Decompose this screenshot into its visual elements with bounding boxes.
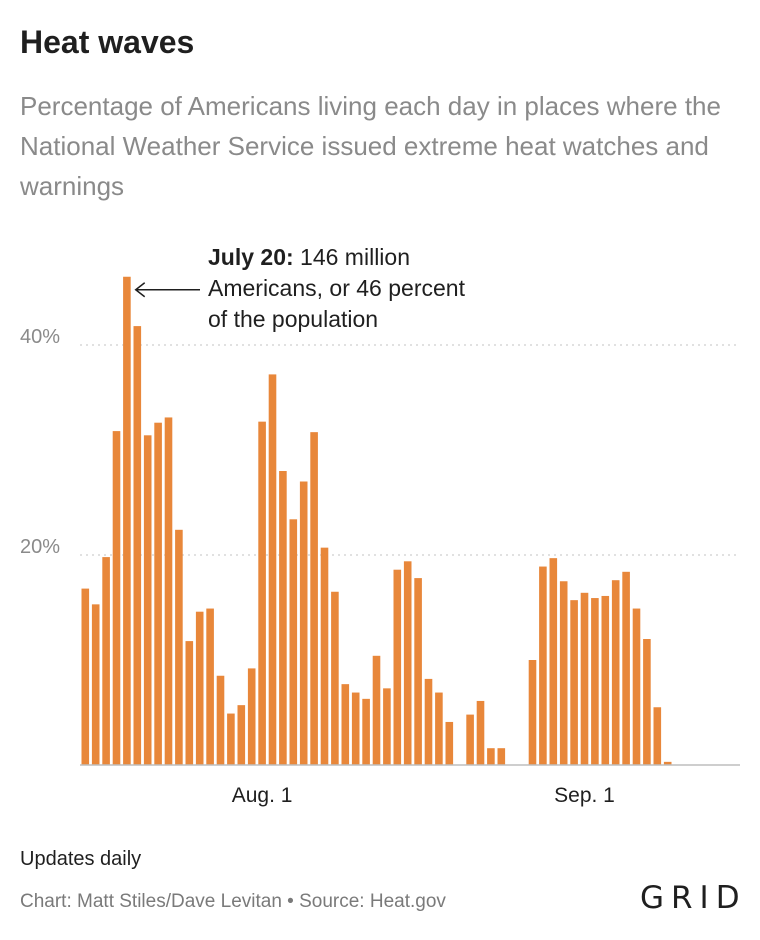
chart-title: Heat waves xyxy=(20,24,195,60)
bar xyxy=(653,707,662,765)
bar xyxy=(528,660,537,765)
bar xyxy=(185,641,194,765)
bar xyxy=(123,276,131,765)
bar xyxy=(487,748,495,765)
bar xyxy=(331,591,339,765)
bar xyxy=(497,748,506,765)
bar xyxy=(580,592,589,765)
x-tick-label: Sep. 1 xyxy=(554,784,615,807)
grid-logo: GRID xyxy=(640,880,747,916)
bar xyxy=(227,713,235,765)
bar xyxy=(372,655,381,765)
bar xyxy=(299,481,308,765)
bar xyxy=(310,432,318,765)
annotation-line: Americans, or 46 percent xyxy=(208,275,466,301)
bars xyxy=(81,276,672,765)
bar xyxy=(435,692,443,765)
bar xyxy=(622,571,630,765)
annotation-arrowhead xyxy=(134,282,146,298)
bar xyxy=(663,761,672,765)
annotation-line: July 20: 146 million xyxy=(208,244,410,270)
bar xyxy=(403,561,412,765)
bar xyxy=(164,417,173,765)
bar xyxy=(112,431,121,765)
bar xyxy=(476,700,485,765)
bar xyxy=(601,595,610,765)
bar xyxy=(320,547,329,765)
gridlines: 20% 40% xyxy=(20,326,740,558)
bar xyxy=(414,578,422,765)
bar xyxy=(279,471,287,765)
bar xyxy=(341,684,350,765)
bar xyxy=(81,588,90,765)
bar xyxy=(206,608,214,765)
bar xyxy=(383,688,391,765)
y-tick-label: 20% xyxy=(20,536,60,558)
bar xyxy=(258,421,266,765)
bar-chart: 20% 40% Aug. 1 Sep. 1 July 20: 146 million… xyxy=(20,244,740,807)
bar xyxy=(247,668,256,765)
bar xyxy=(559,581,568,765)
bar xyxy=(549,558,558,765)
bar xyxy=(362,698,370,765)
bar xyxy=(91,604,100,765)
bar xyxy=(466,714,474,765)
bar xyxy=(154,422,162,765)
axes: Aug. 1 Sep. 1 xyxy=(80,764,740,807)
bar xyxy=(393,569,402,765)
bar xyxy=(445,721,454,765)
annotation-line: of the population xyxy=(208,306,378,332)
bar xyxy=(351,692,360,765)
bar xyxy=(195,611,204,765)
bar xyxy=(591,598,599,765)
peak-annotation: July 20: 146 million Americans, or 46 per… xyxy=(134,244,466,332)
bar xyxy=(611,580,620,765)
bar xyxy=(643,639,651,765)
bar xyxy=(237,705,246,765)
bar xyxy=(133,326,142,765)
bar xyxy=(289,519,298,765)
x-tick-label: Aug. 1 xyxy=(232,784,293,807)
bar xyxy=(539,566,547,765)
bar xyxy=(102,557,110,765)
chart-subtitle: Percentage of Americans living each day … xyxy=(20,91,721,201)
bar xyxy=(570,600,578,765)
bar xyxy=(175,529,183,765)
source-credit: Chart: Matt Stiles/Dave Levitan • Source… xyxy=(20,891,446,912)
bar xyxy=(268,374,277,765)
y-tick-label: 40% xyxy=(20,326,60,348)
update-note: Updates daily xyxy=(20,848,142,870)
bar xyxy=(424,678,433,765)
bar xyxy=(632,608,641,765)
bar xyxy=(216,675,225,765)
bar xyxy=(143,435,152,765)
